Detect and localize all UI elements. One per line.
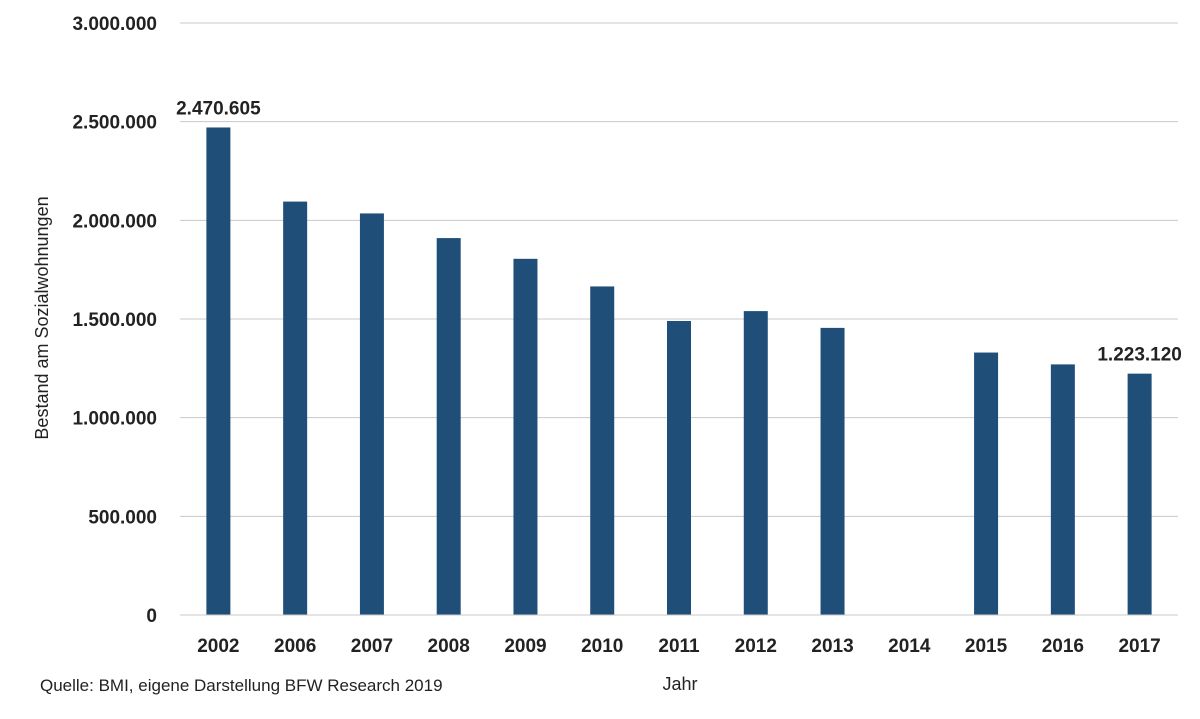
bar-2010 <box>590 286 615 615</box>
bar-2012 <box>743 311 768 615</box>
x-tick-label: 2008 <box>428 636 470 657</box>
y-axis-ticks: 0 500.000 1.000.000 1.500.000 2.000.000 2.500… <box>72 14 157 627</box>
y-tick-label: 1.000.000 <box>72 409 157 430</box>
x-tick-label: 2014 <box>888 636 931 657</box>
y-axis-title: Bestand am Sozialwohnungen <box>32 196 52 439</box>
x-axis-ticks: 2002 2006 2007 2008 2009 2010 2011 2012 2013 2014… <box>197 636 1161 657</box>
x-tick-label: 2016 <box>1042 636 1084 657</box>
bars <box>206 127 1152 616</box>
bar-2008 <box>436 238 461 616</box>
x-tick-label: 2006 <box>274 636 316 657</box>
x-tick-label: 2007 <box>351 636 393 657</box>
y-tick-label: 3.000.000 <box>72 14 157 35</box>
x-tick-label: 2010 <box>581 636 623 657</box>
bar-2015 <box>974 352 999 615</box>
x-tick-label: 2015 <box>965 636 1008 657</box>
gridlines <box>180 22 1178 517</box>
y-tick-label: 0 <box>146 606 157 627</box>
x-tick-label: 2017 <box>1118 636 1160 657</box>
bar-2002 <box>206 127 231 615</box>
bar-2013 <box>820 327 845 615</box>
data-label-2002: 2.470.605 <box>176 98 261 119</box>
data-labels: 2.470.605 1.223.120 <box>176 98 1182 365</box>
x-tick-label: 2012 <box>735 636 777 657</box>
y-tick-label: 1.500.000 <box>72 310 157 331</box>
y-tick-label: 2.500.000 <box>72 113 157 134</box>
x-tick-label: 2011 <box>658 636 700 657</box>
bar-2011 <box>667 320 691 615</box>
data-label-2017: 1.223.120 <box>1097 345 1182 366</box>
y-tick-label: 2.000.000 <box>72 211 157 232</box>
x-tick-label: 2013 <box>811 636 853 657</box>
y-tick-label: 500.000 <box>88 507 157 528</box>
bar-2006 <box>283 201 308 615</box>
bar-2017 <box>1127 373 1152 615</box>
bar-2016 <box>1050 364 1075 615</box>
x-axis-title: Jahr <box>662 674 697 694</box>
bar-2009 <box>513 258 538 615</box>
x-tick-label: 2002 <box>197 636 239 657</box>
x-tick-label: 2009 <box>504 636 546 657</box>
bar-2007 <box>359 213 384 615</box>
source-note: Quelle: BMI, eigene Darstellung BFW Rese… <box>40 676 443 695</box>
